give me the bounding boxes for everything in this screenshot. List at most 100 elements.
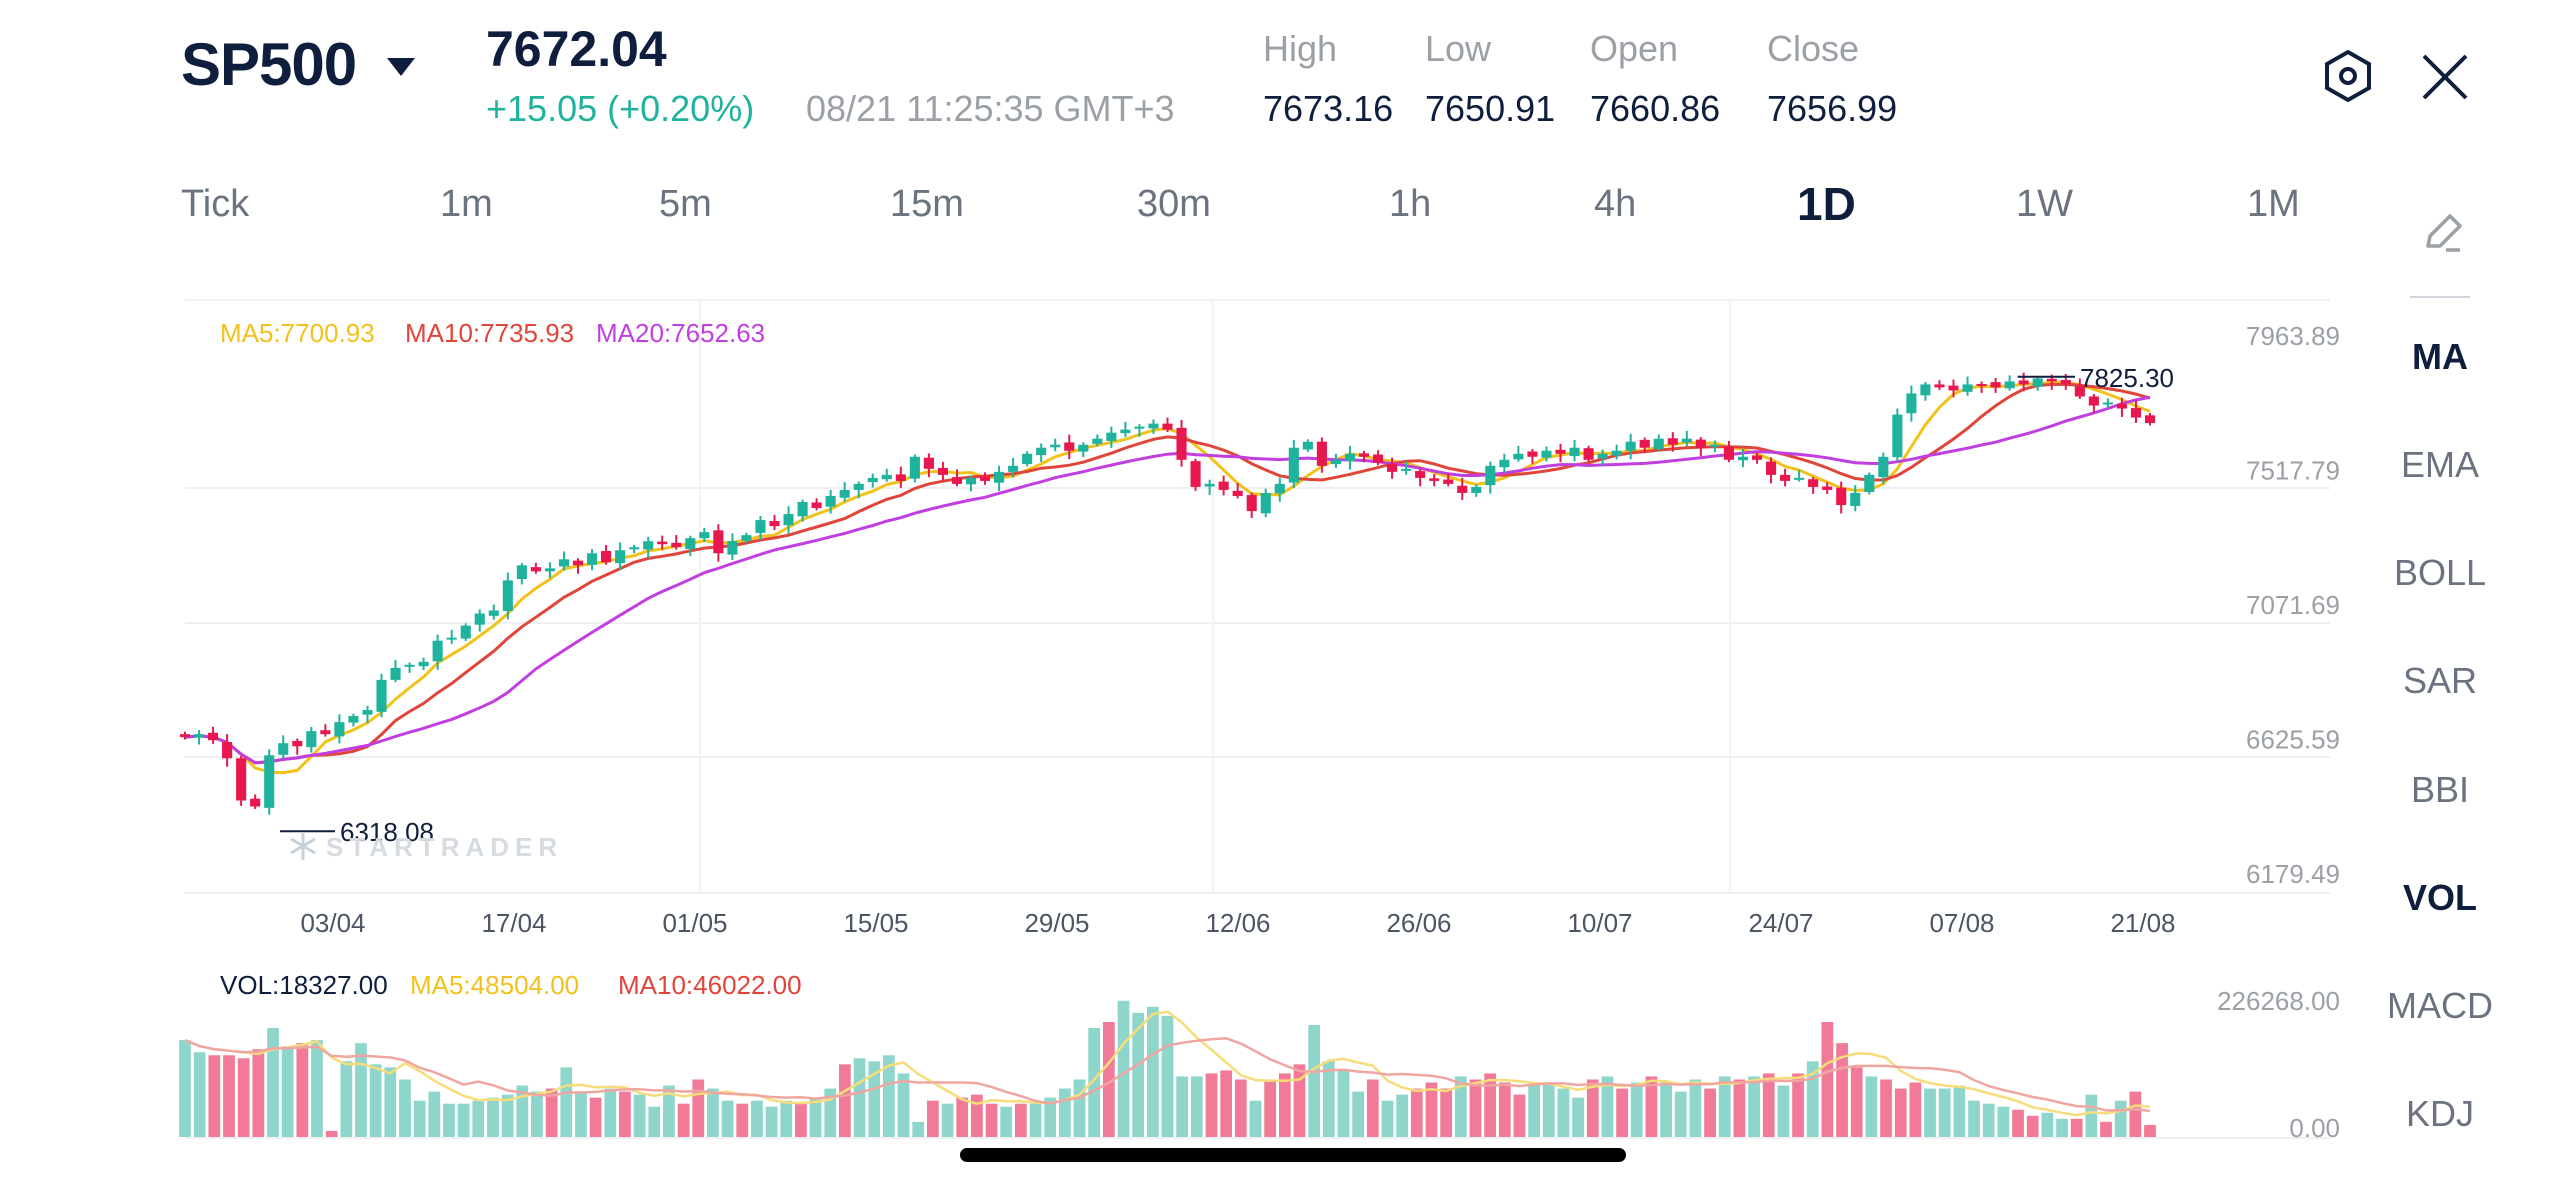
volume-bar (1953, 1085, 1966, 1137)
candle-body (193, 734, 205, 738)
candle-body (1106, 432, 1117, 441)
candle-body (1780, 474, 1791, 481)
volume-bar (501, 1094, 514, 1137)
volume-bar (1264, 1079, 1277, 1137)
tab-1h[interactable]: 1h (1389, 183, 1432, 225)
volume-bar (1586, 1079, 1599, 1137)
tab-30m[interactable]: 30m (1137, 183, 1211, 225)
candle-body (474, 613, 485, 625)
x-tick-label: 29/05 (1024, 908, 1089, 938)
indicator-sar[interactable]: SAR (2402, 660, 2478, 701)
ma20-line (184, 395, 2151, 765)
indicator-ema[interactable]: EMA (2400, 444, 2479, 485)
indicator-macd[interactable]: MACD (2387, 985, 2493, 1026)
volume-bar (853, 1058, 866, 1137)
candle-body (516, 565, 527, 580)
candle-body (572, 560, 584, 566)
candle-body (1485, 465, 1496, 486)
candles (179, 372, 2156, 815)
tab-1m-month[interactable]: 1M (2247, 183, 2300, 225)
volume-bar (633, 1094, 646, 1137)
candle-body (1878, 456, 1889, 478)
tab-4h[interactable]: 4h (1594, 183, 1637, 225)
candle-body (2144, 415, 2156, 423)
candle-body (1920, 384, 1931, 396)
indicator-boll[interactable]: BOLL (2393, 552, 2487, 593)
high-value: 7673.16 (1263, 88, 1394, 129)
candle-body (236, 758, 247, 801)
candle-body (909, 456, 920, 479)
candle-body (783, 514, 794, 526)
chart-grid (185, 299, 2330, 1139)
indicator-vol[interactable]: VOL (2402, 877, 2477, 918)
pencil-draw-icon[interactable] (2418, 208, 2468, 258)
candle-body (348, 716, 359, 723)
volume-bar (1205, 1073, 1218, 1137)
candle-body (1190, 461, 1201, 487)
vol-ma5-line (184, 1010, 2151, 1117)
caret-down-icon[interactable] (387, 58, 415, 76)
volume-bar (340, 1061, 353, 1137)
candle-body (1260, 492, 1271, 514)
volume-bar (1234, 1079, 1247, 1137)
volume-bar (1557, 1088, 1570, 1137)
volume-bar (1337, 1070, 1350, 1137)
volume-bar (1014, 1103, 1027, 1137)
volume-bar (1689, 1079, 1702, 1137)
candle-body (1022, 453, 1033, 465)
volume-bar (2144, 1124, 2156, 1137)
volume-bar (413, 1100, 426, 1137)
tab-15m[interactable]: 15m (890, 183, 964, 225)
volume-bar (897, 1073, 910, 1137)
volume-bar (1176, 1076, 1189, 1137)
y-axis-ticks: 7963.89 7517.79 7071.69 6625.59 6179.49 22626… (2217, 321, 2340, 1143)
candle-body (615, 550, 626, 564)
x-tick-label: 24/07 (1748, 908, 1813, 938)
price-chart[interactable]: 7963.89 7517.79 7071.69 6625.59 6179.49 22626… (0, 0, 2380, 1177)
tab-1w[interactable]: 1W (2016, 183, 2073, 225)
volume-bar (472, 1100, 485, 1137)
tab-5m[interactable]: 5m (659, 183, 712, 225)
candle-body (1036, 447, 1047, 456)
x-tick-label: 15/05 (843, 908, 908, 938)
candle-body (1513, 453, 1524, 460)
candle-body (2130, 408, 2142, 418)
sidebar-divider (2410, 296, 2470, 298)
legend-ma5: MA5:7700.93 (220, 318, 375, 348)
y-tick-label: 7517.79 (2246, 456, 2340, 486)
candle-body (432, 640, 443, 662)
volume-bar (1733, 1079, 1746, 1137)
tab-1m[interactable]: 1m (440, 183, 493, 225)
volume-bar (1542, 1082, 1555, 1137)
candle-body (179, 734, 191, 738)
volume-bar (384, 1067, 397, 1137)
indicator-kdj[interactable]: KDJ (2405, 1093, 2474, 1134)
volume-bar (237, 1058, 250, 1137)
tab-1d[interactable]: 1D (1797, 178, 1856, 230)
candle-body (1962, 384, 1973, 392)
candle-body (965, 477, 977, 485)
volume-bar (369, 1064, 382, 1137)
candle-body (797, 501, 808, 517)
candle-body (727, 541, 738, 555)
volume-bar (795, 1103, 807, 1137)
indicator-ma[interactable]: MA (2412, 336, 2468, 377)
candle-body (1864, 474, 1875, 493)
candle-body (881, 474, 892, 480)
candle-body (1681, 438, 1692, 443)
tab-tick[interactable]: Tick (181, 183, 250, 225)
candle-body (1358, 453, 1370, 457)
high-label: High (1263, 28, 1338, 69)
close-icon[interactable] (2420, 52, 2470, 102)
volume-bars (179, 1000, 2156, 1137)
hexagon-settings-icon[interactable] (2320, 48, 2376, 104)
home-indicator[interactable] (960, 1148, 1626, 1162)
ma10-line (184, 382, 2151, 765)
symbol-title[interactable]: SP500 (181, 31, 357, 98)
volume-bar (457, 1103, 470, 1137)
volume-bar (751, 1100, 763, 1137)
candle-body (1751, 455, 1763, 460)
indicator-bbi[interactable]: BBI (2410, 769, 2470, 810)
volume-bar (399, 1079, 411, 1137)
vol-ma10-line (184, 1037, 2151, 1113)
